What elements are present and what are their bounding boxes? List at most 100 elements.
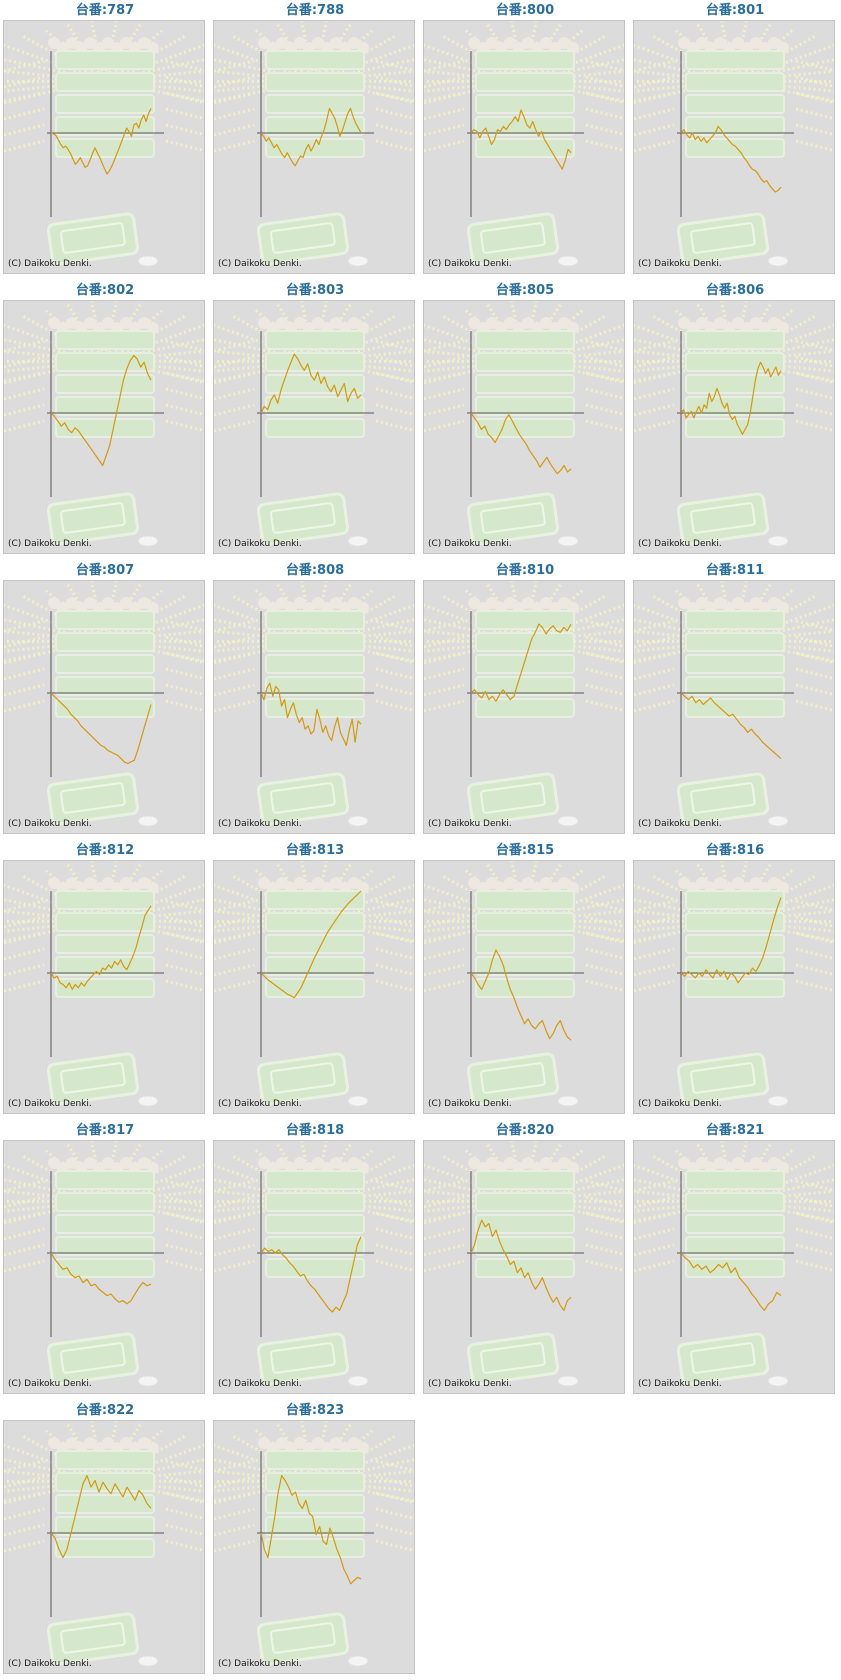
machine-number-link[interactable]: 台番:811 [705, 563, 765, 578]
slump-graph[interactable]: (C) Daikoku Denki. [633, 860, 835, 1114]
slump-series-line [260, 353, 362, 414]
copyright-text: (C) Daikoku Denki. [638, 1099, 722, 1109]
machine-cell: 台番:812 (C) Daikoku Denki. [0, 840, 210, 1120]
pachinko-background-art [4, 301, 204, 547]
machine-cell: 台番:820 (C) Daikoku Denki. [420, 1120, 630, 1400]
copyright-text: (C) Daikoku Denki. [218, 1099, 302, 1109]
slump-graph[interactable]: (C) Daikoku Denki. [633, 1140, 835, 1394]
machine-number-link[interactable]: 台番:800 [495, 3, 555, 18]
machine-number-link[interactable]: 台番:818 [285, 1123, 345, 1138]
slump-graph[interactable]: (C) Daikoku Denki. [3, 1420, 205, 1674]
slump-series-line [470, 109, 572, 170]
pachinko-background-art [214, 1141, 414, 1387]
pachinko-background-art [4, 1141, 204, 1387]
copyright-text: (C) Daikoku Denki. [428, 259, 512, 269]
machine-number-link[interactable]: 台番:812 [75, 843, 135, 858]
slump-graph[interactable]: (C) Daikoku Denki. [213, 580, 415, 834]
slump-graph[interactable]: (C) Daikoku Denki. [213, 860, 415, 1114]
machine-number-link[interactable]: 台番:822 [75, 1403, 135, 1418]
pachinko-background-art [634, 861, 834, 1107]
copyright-text: (C) Daikoku Denki. [638, 259, 722, 269]
slump-graph[interactable]: (C) Daikoku Denki. [633, 300, 835, 554]
slump-graph[interactable]: (C) Daikoku Denki. [423, 1140, 625, 1394]
machine-cell: 台番:802 (C) Daikoku Denki. [0, 280, 210, 560]
slump-graph-svg [634, 1141, 834, 1393]
slump-graph-svg [4, 21, 204, 273]
machine-number-link[interactable]: 台番:801 [705, 3, 765, 18]
slump-graph-svg [634, 861, 834, 1113]
slump-graph[interactable]: (C) Daikoku Denki. [423, 580, 625, 834]
machine-number-link[interactable]: 台番:802 [75, 283, 135, 298]
slump-graph[interactable]: (C) Daikoku Denki. [213, 1420, 415, 1674]
machine-cell: 台番:822 (C) Daikoku Denki. [0, 1400, 210, 1680]
machine-number-link[interactable]: 台番:806 [705, 283, 765, 298]
pachinko-background-art [424, 581, 624, 827]
slump-graph[interactable]: (C) Daikoku Denki. [213, 20, 415, 274]
machine-number-link[interactable]: 台番:820 [495, 1123, 555, 1138]
machine-number-link[interactable]: 台番:807 [75, 563, 135, 578]
machine-cell: 台番:811 (C) Daikoku Denki. [630, 560, 840, 840]
slump-graph[interactable]: (C) Daikoku Denki. [633, 20, 835, 274]
machine-number-link[interactable]: 台番:816 [705, 843, 765, 858]
slump-series-line [50, 692, 152, 765]
copyright-text: (C) Daikoku Denki. [218, 819, 302, 829]
slump-graph[interactable]: (C) Daikoku Denki. [633, 580, 835, 834]
slump-series-line [680, 125, 782, 193]
machine-number-link[interactable]: 台番:810 [495, 563, 555, 578]
copyright-text: (C) Daikoku Denki. [8, 539, 92, 549]
pachinko-background-art [4, 861, 204, 1107]
slump-series-line [260, 1236, 362, 1313]
copyright-text: (C) Daikoku Denki. [638, 819, 722, 829]
machine-number-link[interactable]: 台番:803 [285, 283, 345, 298]
slump-series-line [50, 354, 152, 467]
machine-number-link[interactable]: 台番:788 [285, 3, 345, 18]
machine-cell: 台番:810 (C) Daikoku Denki. [420, 560, 630, 840]
machine-number-link[interactable]: 台番:813 [285, 843, 345, 858]
copyright-text: (C) Daikoku Denki. [428, 819, 512, 829]
machine-cell: 台番:815 (C) Daikoku Denki. [420, 840, 630, 1120]
pachinko-background-art [424, 1141, 624, 1387]
machine-number-link[interactable]: 台番:787 [75, 3, 135, 18]
slump-graph-svg [424, 581, 624, 833]
slump-graph-svg [634, 21, 834, 273]
copyright-text: (C) Daikoku Denki. [8, 259, 92, 269]
copyright-text: (C) Daikoku Denki. [428, 1379, 512, 1389]
slump-graph[interactable]: (C) Daikoku Denki. [423, 300, 625, 554]
slump-graph[interactable]: (C) Daikoku Denki. [3, 20, 205, 274]
pachinko-background-art [214, 581, 414, 827]
slump-graph[interactable]: (C) Daikoku Denki. [423, 860, 625, 1114]
slump-graph-svg [214, 301, 414, 553]
slump-graph[interactable]: (C) Daikoku Denki. [3, 860, 205, 1114]
copyright-text: (C) Daikoku Denki. [218, 1659, 302, 1669]
slump-graph[interactable]: (C) Daikoku Denki. [3, 580, 205, 834]
copyright-text: (C) Daikoku Denki. [428, 1099, 512, 1109]
slump-graph-svg [214, 1141, 414, 1393]
machine-number-link[interactable]: 台番:808 [285, 563, 345, 578]
slump-graph-svg [4, 301, 204, 553]
slump-series-line [470, 1219, 572, 1311]
slump-graph[interactable]: (C) Daikoku Denki. [213, 300, 415, 554]
machine-number-link[interactable]: 台番:821 [705, 1123, 765, 1138]
pachinko-background-art [634, 1141, 834, 1387]
slump-graph[interactable]: (C) Daikoku Denki. [3, 300, 205, 554]
slump-graph[interactable]: (C) Daikoku Denki. [213, 1140, 415, 1394]
slump-series-line [50, 905, 152, 990]
machine-number-link[interactable]: 台番:815 [495, 843, 555, 858]
machine-cell: 台番:817 (C) Daikoku Denki. [0, 1120, 210, 1400]
copyright-text: (C) Daikoku Denki. [8, 1379, 92, 1389]
slump-graph[interactable]: (C) Daikoku Denki. [3, 1140, 205, 1394]
pachinko-background-art [4, 1421, 204, 1667]
machine-number-link[interactable]: 台番:823 [285, 1403, 345, 1418]
slump-series-line [260, 107, 362, 167]
copyright-text: (C) Daikoku Denki. [8, 819, 92, 829]
pachinko-background-art [424, 21, 624, 267]
machine-number-link[interactable]: 台番:817 [75, 1123, 135, 1138]
slump-graph-svg [634, 581, 834, 833]
slump-graph-svg [214, 1421, 414, 1673]
machine-number-link[interactable]: 台番:805 [495, 283, 555, 298]
copyright-text: (C) Daikoku Denki. [218, 259, 302, 269]
pachinko-background-art [4, 21, 204, 267]
slump-graph[interactable]: (C) Daikoku Denki. [423, 20, 625, 274]
slump-series-line [470, 412, 572, 475]
